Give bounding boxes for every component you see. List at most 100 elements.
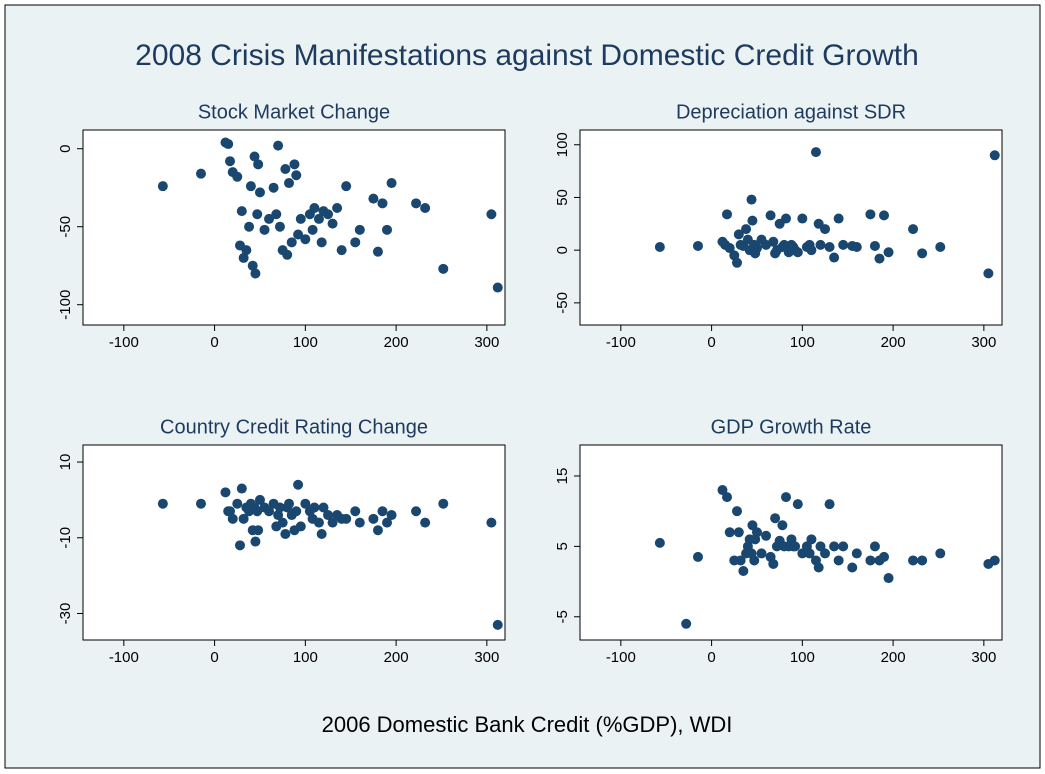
point — [879, 210, 890, 221]
point — [732, 257, 743, 268]
x-tick-label: 0 — [210, 649, 218, 666]
point — [286, 237, 297, 248]
point — [733, 527, 744, 538]
point — [781, 213, 792, 224]
point — [935, 548, 946, 559]
point — [195, 168, 206, 179]
x-tick-label: 100 — [790, 649, 815, 666]
point — [747, 215, 758, 226]
point — [273, 510, 284, 521]
point — [225, 506, 236, 517]
point — [761, 530, 772, 541]
point — [300, 498, 311, 509]
point — [280, 164, 291, 174]
point — [865, 209, 876, 220]
point — [438, 498, 449, 509]
point — [777, 520, 788, 531]
point — [382, 224, 393, 235]
point — [268, 182, 279, 193]
point — [368, 513, 379, 524]
point — [368, 193, 379, 204]
point — [874, 253, 885, 264]
plot-area — [82, 129, 506, 326]
point — [486, 517, 497, 528]
point — [323, 209, 334, 220]
point — [692, 551, 703, 562]
point — [765, 210, 776, 221]
point — [341, 181, 352, 192]
point — [254, 494, 265, 505]
point — [847, 562, 858, 573]
point — [883, 247, 894, 258]
point — [332, 203, 343, 213]
panel-title: GDP Growth Rate — [711, 416, 872, 438]
point — [851, 548, 862, 559]
panel-title: Country Credit Rating Change — [160, 416, 428, 438]
point — [227, 513, 238, 524]
point — [336, 245, 347, 256]
point — [883, 573, 894, 584]
y-tick-label: 15 — [554, 468, 571, 485]
point — [829, 541, 840, 552]
x-tick-label: -100 — [606, 649, 636, 666]
y-tick-label: 10 — [57, 454, 74, 471]
point — [157, 498, 168, 509]
point — [284, 498, 295, 509]
point — [908, 555, 919, 566]
point — [236, 483, 247, 494]
y-tick-label: -5 — [554, 610, 571, 623]
point — [293, 479, 304, 490]
point — [654, 242, 665, 252]
point — [838, 239, 849, 250]
point — [313, 213, 324, 224]
point — [235, 540, 246, 551]
point — [220, 137, 231, 148]
point — [781, 492, 792, 503]
point — [806, 534, 817, 545]
x-tick-label: 100 — [293, 334, 318, 351]
point — [420, 203, 431, 213]
point — [238, 513, 249, 524]
point — [806, 245, 817, 256]
point — [350, 506, 361, 517]
point — [318, 502, 329, 513]
point — [879, 551, 890, 562]
point — [790, 541, 801, 552]
point — [341, 513, 352, 524]
y-tick-label: -100 — [57, 290, 74, 320]
point — [274, 221, 285, 232]
point — [722, 492, 733, 503]
point — [289, 159, 300, 170]
point — [851, 242, 862, 252]
point — [833, 555, 844, 566]
point — [316, 237, 327, 248]
point — [372, 246, 383, 257]
chart-title: 2008 Crisis Manifestations against Domes… — [135, 39, 919, 72]
y-tick-label: -30 — [57, 603, 74, 625]
x-axis-label: 2006 Domestic Bank Credit (%GDP), WDI — [322, 712, 733, 737]
point — [724, 527, 735, 538]
point — [741, 224, 752, 235]
point — [282, 249, 293, 260]
point — [386, 178, 397, 189]
x-tick-label: 0 — [210, 334, 218, 351]
point — [810, 147, 821, 158]
y-tick-label: 50 — [554, 189, 571, 206]
point — [681, 618, 692, 629]
point — [746, 194, 757, 205]
x-tick-label: -100 — [606, 334, 636, 351]
x-tick-label: 200 — [384, 334, 409, 351]
point — [249, 151, 260, 162]
panel-title: Depreciation against SDR — [676, 101, 906, 123]
point — [820, 224, 831, 235]
point — [271, 209, 282, 220]
point — [692, 240, 703, 251]
point — [732, 506, 743, 517]
point — [989, 150, 1000, 161]
point — [236, 206, 247, 217]
point — [254, 187, 265, 198]
point — [804, 548, 815, 559]
point — [225, 156, 236, 167]
point — [438, 263, 449, 274]
